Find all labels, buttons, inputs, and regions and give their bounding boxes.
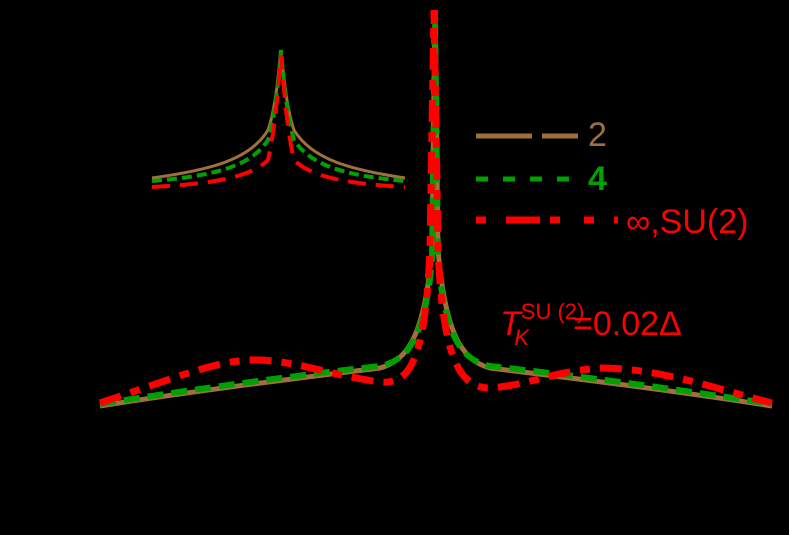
inset-curves [151, 49, 406, 189]
annot-T: T [500, 305, 521, 343]
annot-value: =0.02Δ [573, 305, 682, 343]
series-inf-curve [98, 9, 773, 407]
inset-series-4-curve [151, 49, 406, 183]
kondo-temperature-annotation: TSU (2)K =0.02Δ [500, 299, 682, 350]
legend-label-4: 4 [588, 160, 607, 198]
inset-series-inf-curve [151, 54, 406, 189]
legend-samples [476, 133, 618, 224]
legend-label-2: 2 [588, 116, 607, 154]
legend-label-inf: ∞,SU(2) [626, 203, 749, 241]
main-curves [98, 9, 773, 409]
annot-sup: SU (2) [520, 299, 585, 324]
annot-sub: K [514, 325, 530, 350]
